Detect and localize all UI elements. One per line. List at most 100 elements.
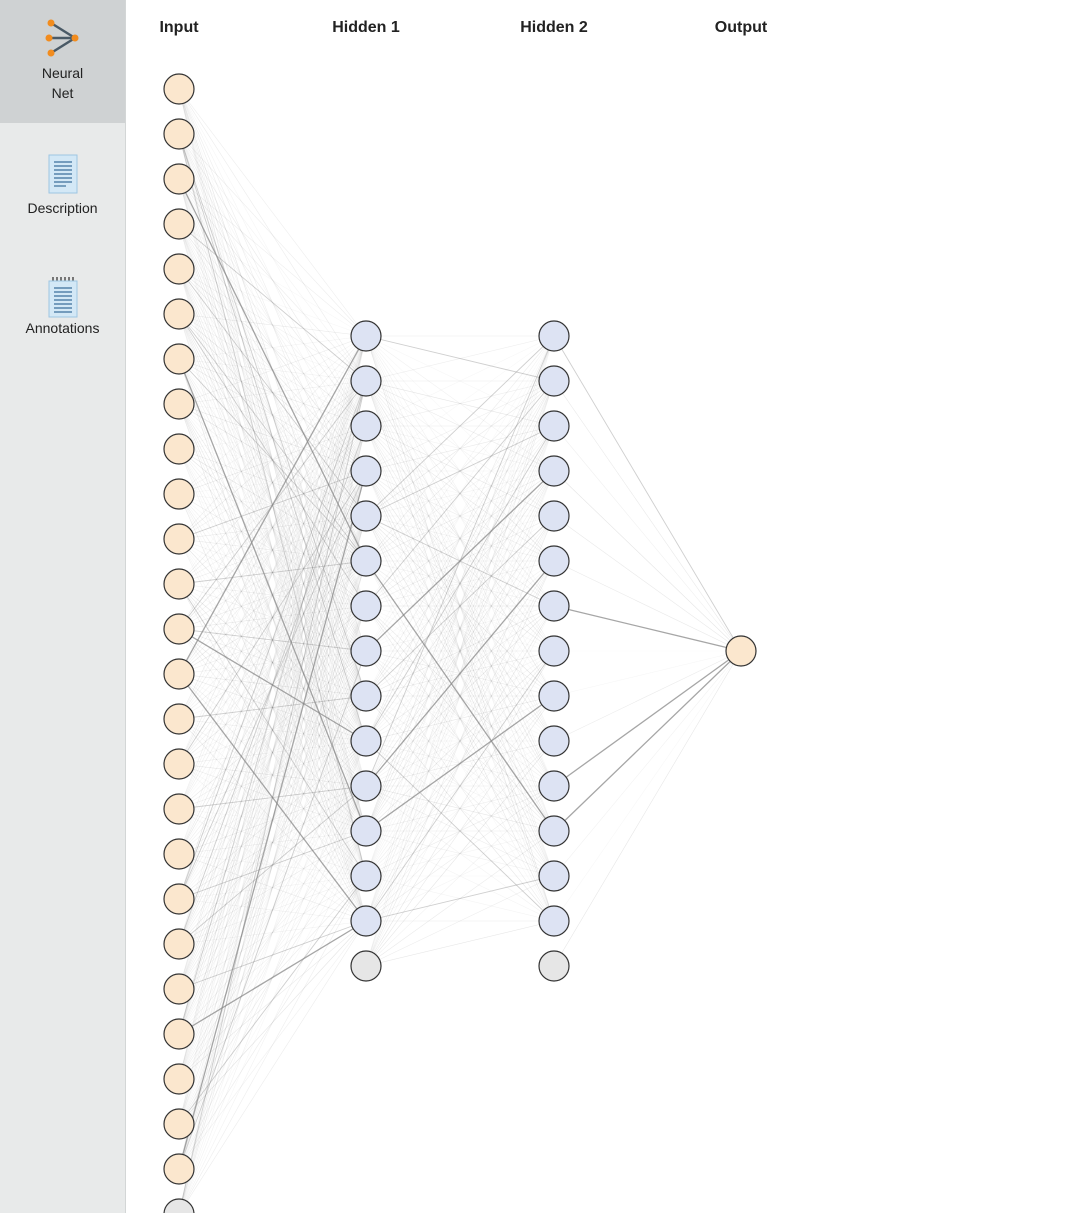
input-node[interactable]	[163, 73, 195, 105]
hidden-1-node[interactable]	[350, 455, 382, 487]
connection-edge	[178, 223, 367, 832]
connection-edge	[178, 740, 367, 1170]
input-node[interactable]	[163, 613, 195, 645]
input-node[interactable]	[163, 433, 195, 465]
hidden-1-node[interactable]	[350, 590, 382, 622]
hidden-2-node[interactable]	[538, 860, 570, 892]
hidden-2-node[interactable]	[538, 770, 570, 802]
connection-edge	[178, 425, 367, 540]
connection-edge	[178, 785, 367, 1170]
connection-edge	[178, 718, 367, 832]
input-node[interactable]	[163, 883, 195, 915]
connection-edge	[178, 403, 367, 877]
input-node[interactable]	[163, 298, 195, 330]
connection-edge	[178, 313, 367, 337]
connection-edge	[178, 583, 367, 832]
sidebar-item-neural-net[interactable]: Neural Net	[0, 0, 125, 123]
hidden-2-node[interactable]	[538, 545, 570, 577]
connection-edge	[178, 673, 367, 877]
connection-edge	[178, 223, 367, 697]
input-node[interactable]	[163, 928, 195, 960]
connection-edge	[365, 380, 555, 517]
hidden-2-node[interactable]	[538, 725, 570, 757]
input-node[interactable]	[163, 838, 195, 870]
connection-edge	[178, 358, 367, 517]
input-node[interactable]	[163, 253, 195, 285]
hidden-1-node[interactable]	[350, 635, 382, 667]
hidden-2-node[interactable]	[538, 590, 570, 622]
sidebar-item-description[interactable]: Description	[0, 146, 125, 226]
bias-node[interactable]	[163, 1198, 195, 1213]
hidden-1-node[interactable]	[350, 770, 382, 802]
hidden-1-node[interactable]	[350, 815, 382, 847]
connection-edge	[178, 268, 367, 877]
connection-edge	[365, 830, 555, 877]
input-node[interactable]	[163, 1108, 195, 1140]
connection-edge	[365, 515, 555, 787]
connection-edge	[178, 650, 367, 1035]
hidden-2-node[interactable]	[538, 635, 570, 667]
input-node[interactable]	[163, 1153, 195, 1185]
input-node[interactable]	[163, 118, 195, 150]
connection-edge	[178, 313, 367, 382]
connection-edge	[179, 830, 367, 1213]
connection-edge	[365, 830, 555, 877]
hidden-2-node[interactable]	[538, 905, 570, 937]
input-node[interactable]	[163, 703, 195, 735]
connection-edge	[365, 335, 555, 922]
connection-edge	[178, 515, 367, 765]
hidden-1-node[interactable]	[350, 500, 382, 532]
hidden-1-node[interactable]	[350, 725, 382, 757]
input-node[interactable]	[163, 973, 195, 1005]
input-node[interactable]	[163, 748, 195, 780]
connection-edge	[365, 380, 555, 967]
input-node[interactable]	[163, 208, 195, 240]
sidebar-item-annotations[interactable]: Annotations	[0, 272, 125, 352]
hidden-1-node[interactable]	[350, 905, 382, 937]
hidden-1-node[interactable]	[350, 410, 382, 442]
input-node[interactable]	[163, 523, 195, 555]
hidden-2-node[interactable]	[538, 500, 570, 532]
input-node[interactable]	[163, 343, 195, 375]
connection-edge	[178, 515, 367, 990]
bias-node[interactable]	[538, 950, 570, 982]
hidden-2-node[interactable]	[538, 815, 570, 847]
connection-edge	[178, 88, 367, 382]
layer-title-hidden-2: Hidden 2	[520, 19, 588, 36]
hidden-2-node[interactable]	[538, 365, 570, 397]
output-node[interactable]	[725, 635, 757, 667]
connection-edge	[365, 515, 555, 652]
bias-node[interactable]	[350, 950, 382, 982]
input-node[interactable]	[163, 793, 195, 825]
input-node[interactable]	[163, 163, 195, 195]
input-node[interactable]	[163, 1063, 195, 1095]
connection-edge	[178, 178, 367, 427]
connection-edge	[365, 470, 555, 967]
input-node[interactable]	[163, 478, 195, 510]
connection-edge	[553, 335, 742, 652]
hidden-1-node[interactable]	[350, 860, 382, 892]
hidden-2-node[interactable]	[538, 320, 570, 352]
input-node[interactable]	[163, 388, 195, 420]
connection-edge	[178, 358, 367, 697]
connection-edge	[365, 785, 555, 877]
input-node[interactable]	[163, 658, 195, 690]
hidden-1-node[interactable]	[350, 680, 382, 712]
connection-edge	[178, 920, 367, 1125]
hidden-2-node[interactable]	[538, 680, 570, 712]
connection-edge	[178, 808, 367, 922]
connection-edge	[365, 470, 555, 787]
hidden-1-node[interactable]	[350, 545, 382, 577]
sidebar-item-label: Neural	[41, 65, 84, 81]
connection-edge	[365, 560, 555, 787]
hidden-1-node[interactable]	[350, 320, 382, 352]
connection-edge	[178, 650, 367, 945]
hidden-1-node[interactable]	[350, 365, 382, 397]
input-node[interactable]	[163, 1018, 195, 1050]
input-node[interactable]	[163, 568, 195, 600]
connection-edge	[553, 470, 742, 652]
hidden-2-node[interactable]	[538, 410, 570, 442]
hidden-2-node[interactable]	[538, 455, 570, 487]
connection-edge	[178, 830, 367, 855]
connection-edge	[365, 560, 555, 607]
